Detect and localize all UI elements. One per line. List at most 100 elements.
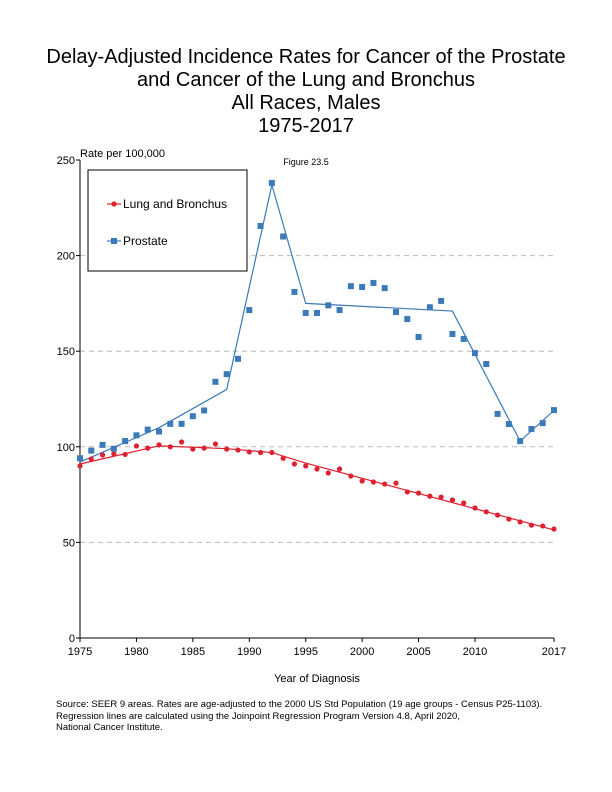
lung-and-bronchus-point — [551, 526, 557, 532]
prostate-point — [77, 455, 83, 462]
lung-and-bronchus-point — [201, 445, 207, 451]
x-tick-label: 1975 — [68, 646, 92, 658]
prostate-point — [314, 309, 320, 316]
lung-and-bronchus-point — [156, 442, 162, 448]
lung-and-bronchus-point — [427, 493, 433, 499]
x-tick-label: 1990 — [237, 646, 261, 658]
title-line-1: Delay-Adjusted Incidence Rates for Cance… — [46, 46, 566, 68]
prostate-point — [99, 441, 106, 448]
lung-and-bronchus-point — [145, 445, 151, 451]
prostate-point — [133, 432, 140, 439]
lung-and-bronchus-point — [359, 478, 365, 484]
prostate-point — [483, 361, 490, 368]
prostate-point — [302, 309, 309, 316]
title-line-3: All Races, Males — [231, 92, 381, 114]
lung-and-bronchus-point — [494, 512, 501, 518]
source-line-1: Source: SEER 9 areas. Rates are age-adju… — [56, 699, 543, 710]
prostate-point — [528, 426, 535, 433]
prostate-point — [223, 371, 230, 378]
lung-and-bronchus-point — [122, 451, 128, 458]
prostate-point — [449, 330, 456, 337]
prostate-point — [551, 407, 557, 414]
lung-and-bronchus-point — [325, 470, 331, 476]
lung-and-bronchus-point — [506, 516, 512, 522]
source-note: Source: SEER 9 areas. Rates are age-adju… — [56, 699, 542, 734]
lung-and-bronchus-point — [404, 489, 410, 495]
prostate-point — [268, 179, 275, 186]
lung-and-bronchus-point — [269, 449, 275, 456]
lung-and-bronchus-point — [393, 480, 399, 486]
lung-and-bronchus-point — [167, 444, 173, 450]
x-tick-label: 1985 — [181, 646, 205, 658]
y-axis-label: Rate per 100,000 — [80, 148, 165, 160]
lung-and-bronchus-point — [246, 449, 252, 455]
prostate-point — [460, 335, 467, 342]
prostate-point — [178, 420, 185, 427]
source-line-2: Regression lines are calculated using th… — [56, 710, 460, 722]
y-tick-label: 250 — [57, 155, 75, 167]
legend-marker-prostate — [111, 238, 117, 244]
x-tick-label: 1995 — [293, 646, 317, 658]
x-tick-label: 2010 — [463, 646, 487, 658]
x-tick-label: 2000 — [350, 646, 374, 658]
lung-and-bronchus-point — [291, 461, 298, 467]
prostate-point — [336, 307, 343, 314]
lung-and-bronchus-point — [348, 473, 354, 479]
lung-and-bronchus-point — [88, 456, 94, 462]
prostate-point — [167, 420, 174, 427]
chart-title: Delay-Adjusted Incidence Rates for Cance… — [0, 46, 612, 138]
lung-and-bronchus-point — [280, 455, 286, 461]
prostate-point — [438, 297, 445, 304]
legend-box — [87, 169, 248, 272]
prostate-point — [415, 334, 422, 341]
lung-and-bronchus-point — [77, 463, 83, 469]
prostate-point — [539, 420, 546, 427]
y-tick-label: 50 — [63, 537, 75, 549]
lung-and-bronchus-regression-line — [79, 445, 555, 531]
lung-and-bronchus-point — [472, 505, 478, 511]
legend-label-lung-and-bronchus: Lung and Bronchus — [123, 197, 227, 211]
x-tick-label: 1980 — [124, 646, 148, 658]
y-tick-label: 150 — [57, 346, 75, 358]
lung-and-bronchus-point — [382, 481, 388, 487]
prostate-point — [426, 304, 433, 311]
lung-and-bronchus-point — [235, 447, 241, 453]
prostate-point — [235, 355, 241, 362]
prostate-point — [88, 447, 95, 454]
x-tick-label: 2005 — [406, 646, 430, 658]
lung-and-bronchus-point — [99, 452, 106, 458]
lung-and-bronchus-point — [483, 509, 489, 515]
lung-and-bronchus-point — [517, 519, 523, 525]
lung-and-bronchus-point — [438, 494, 444, 500]
prostate-point — [359, 283, 366, 290]
prostate-point — [404, 316, 411, 323]
lung-and-bronchus-point — [212, 441, 219, 447]
prostate-point — [370, 279, 377, 286]
prostate-point — [110, 445, 117, 452]
prostate-point — [347, 283, 354, 290]
figure-label: Figure 23.5 — [283, 157, 329, 167]
lung-and-bronchus-point — [257, 449, 264, 456]
lung-and-bronchus-point — [528, 522, 535, 528]
prostate-point — [280, 233, 287, 240]
lung-and-bronchus-point — [178, 439, 185, 445]
prostate-point — [257, 222, 264, 229]
lung-and-bronchus-point — [370, 479, 377, 485]
lung-and-bronchus-point — [133, 443, 140, 449]
x-axis-label: Year of Diagnosis — [274, 673, 360, 685]
prostate-point — [381, 285, 388, 292]
lung-and-bronchus-point — [461, 500, 467, 506]
prostate-point — [393, 309, 399, 316]
prostate-point — [201, 407, 208, 414]
prostate-point — [246, 307, 253, 314]
prostate-point — [122, 438, 129, 445]
prostate-point — [517, 438, 524, 445]
source-line-3: National Cancer Institute. — [56, 722, 163, 733]
lung-and-bronchus-point — [336, 466, 343, 472]
lung-and-bronchus-point — [111, 451, 117, 457]
prostate-point — [144, 426, 151, 433]
y-tick-label: 100 — [57, 442, 75, 454]
lung-and-bronchus-point — [314, 466, 320, 472]
